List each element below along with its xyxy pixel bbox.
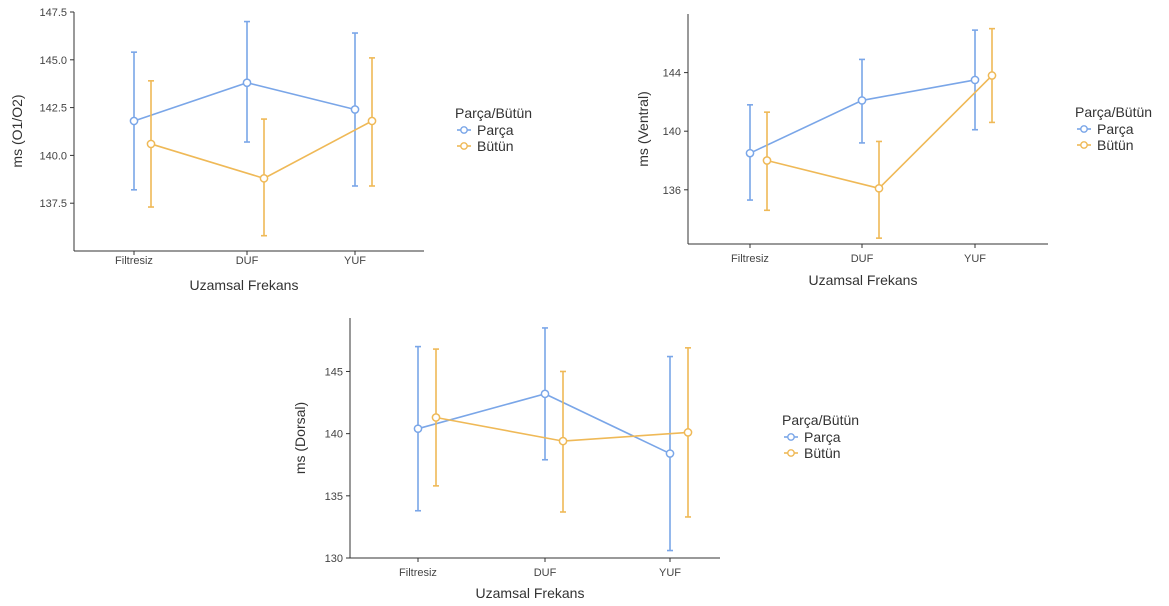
x-axis-title: Uzamsal Frekans bbox=[809, 272, 918, 288]
x-tick-label: DUF bbox=[236, 255, 259, 267]
x-tick-label: YUF bbox=[964, 253, 986, 265]
data-point bbox=[129, 116, 139, 126]
legend-label-parca: Parça bbox=[804, 429, 841, 445]
series-line-butun bbox=[150, 120, 373, 180]
data-point bbox=[745, 148, 755, 158]
data-point bbox=[970, 75, 980, 85]
legend-title: Parça/Bütün bbox=[1075, 104, 1152, 120]
x-tick-label: Filtresiz bbox=[731, 253, 769, 265]
chart-panel-1: 137.5 140.0 142.5 145.0 147.5 Filtresiz DUF YUF… bbox=[9, 7, 532, 293]
x-tick-label: YUF bbox=[344, 255, 366, 267]
data-point bbox=[987, 71, 997, 80]
x-axis-title: Uzamsal Frekans bbox=[190, 277, 299, 293]
legend-label-parca: Parça bbox=[477, 122, 514, 138]
data-point bbox=[431, 413, 441, 422]
y-axis-title: ms (Dorsal) bbox=[292, 402, 308, 474]
x-axis-title: Uzamsal Frekans bbox=[476, 585, 585, 601]
legend-label-parca: Parça bbox=[1097, 121, 1134, 137]
series-butun bbox=[146, 57, 377, 237]
data-point bbox=[683, 428, 693, 437]
x-tick-label: YUF bbox=[659, 567, 681, 579]
y-axis-title: ms (O1/O2) bbox=[9, 94, 25, 167]
legend-key-parca-icon bbox=[787, 433, 795, 441]
legend-label-butun: Bütün bbox=[477, 138, 514, 154]
data-point bbox=[259, 173, 269, 183]
series-parca bbox=[129, 20, 360, 191]
series-parca bbox=[745, 29, 980, 201]
data-point bbox=[540, 389, 550, 399]
series-line-parca bbox=[133, 81, 356, 122]
y-tick-label: 140.0 bbox=[39, 150, 67, 162]
data-point bbox=[350, 105, 360, 114]
data-point bbox=[857, 96, 867, 105]
data-point bbox=[146, 139, 156, 149]
series-line-parca bbox=[417, 393, 671, 455]
series-butun bbox=[431, 347, 693, 518]
y-tick-label: 142.5 bbox=[39, 103, 67, 115]
legend-key-parca-icon bbox=[460, 126, 468, 134]
legend-title: Parça/Bütün bbox=[782, 412, 859, 428]
chart-panel-2: 136 140 144 Filtresiz DUF YUF Uzamsal Frekans m… bbox=[635, 14, 1152, 288]
series-butun bbox=[762, 27, 997, 239]
legend-label-butun: Bütün bbox=[1097, 137, 1134, 153]
x-tick-label: Filtresiz bbox=[399, 567, 437, 579]
legend-label-butun: Bütün bbox=[804, 445, 841, 461]
y-tick-label: 135 bbox=[325, 491, 343, 503]
data-point bbox=[367, 116, 377, 126]
y-tick-label: 140 bbox=[325, 429, 343, 441]
data-point bbox=[874, 183, 884, 193]
y-tick-label: 136 bbox=[663, 185, 681, 197]
x-tick-label: DUF bbox=[851, 253, 874, 265]
series-parca bbox=[413, 327, 675, 552]
x-tick-label: DUF bbox=[534, 567, 557, 579]
y-tick-label: 130 bbox=[325, 553, 343, 565]
data-point bbox=[242, 78, 252, 88]
legend-key-parca-icon bbox=[1080, 125, 1088, 133]
y-tick-label: 137.5 bbox=[39, 198, 67, 210]
y-axis-title: ms (Ventral) bbox=[635, 91, 651, 166]
legend-key-butun-icon bbox=[460, 142, 468, 150]
y-tick-label: 147.5 bbox=[39, 7, 67, 19]
y-tick-label: 140 bbox=[663, 126, 681, 138]
x-tick-label: Filtresiz bbox=[115, 255, 153, 267]
data-point bbox=[413, 424, 423, 434]
y-tick-label: 145.0 bbox=[39, 55, 67, 67]
y-tick-label: 145 bbox=[325, 366, 343, 378]
data-point bbox=[665, 449, 675, 458]
data-point bbox=[558, 436, 568, 446]
legend-title: Parça/Bütün bbox=[455, 105, 532, 121]
chart-panel-3: 130 135 140 145 Filtresiz DUF YUF Uzamsal Freka… bbox=[292, 318, 859, 601]
y-tick-label: 144 bbox=[663, 68, 681, 80]
legend-key-butun-icon bbox=[1080, 141, 1088, 149]
data-point bbox=[762, 156, 772, 165]
legend-key-butun-icon bbox=[787, 449, 795, 457]
